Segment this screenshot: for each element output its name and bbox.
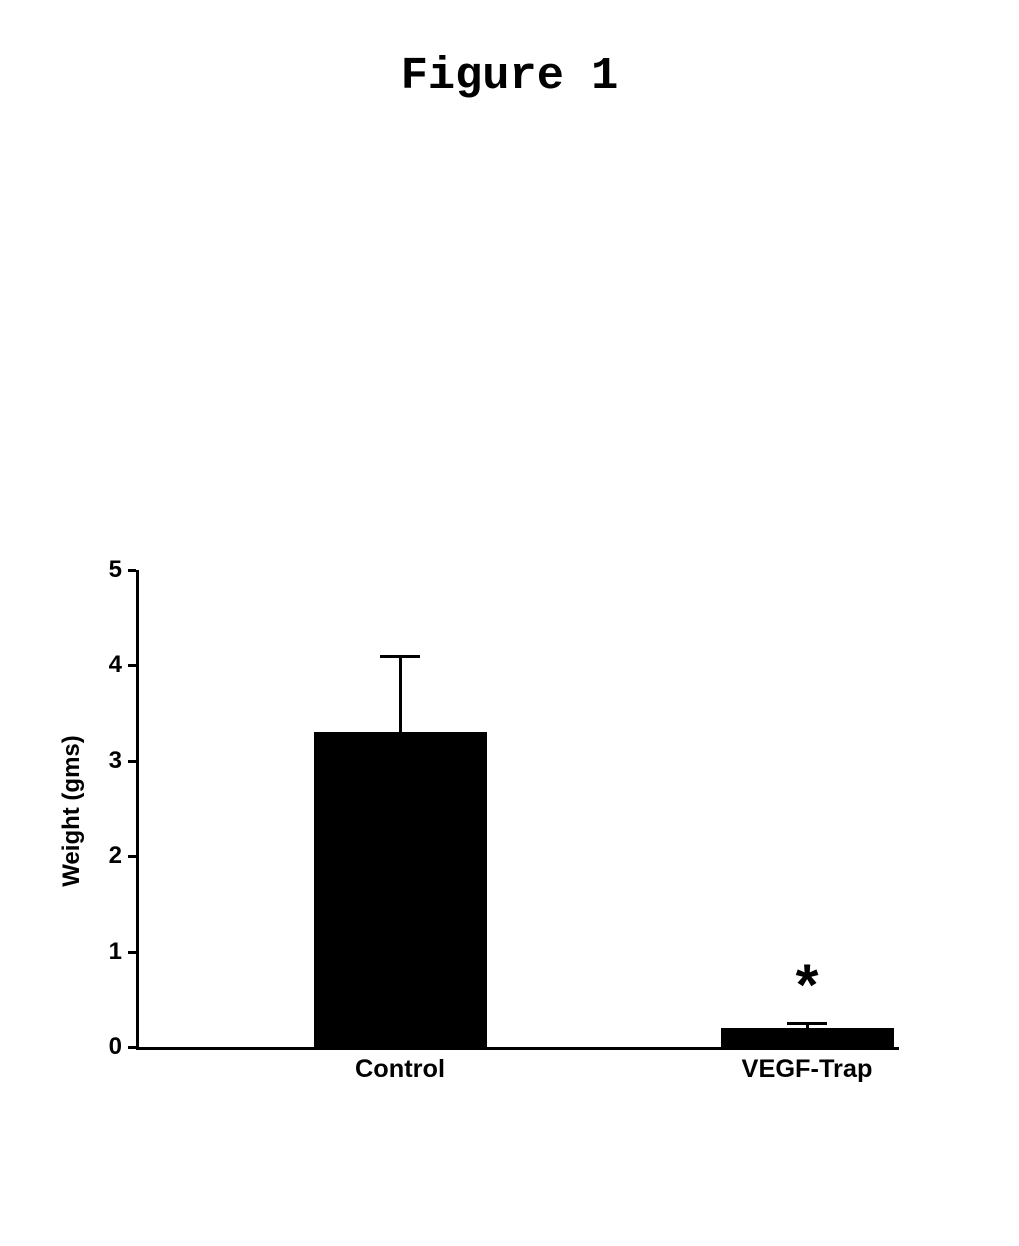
x-axis <box>136 1047 899 1050</box>
x-category-label: VEGF-Trap <box>677 1055 937 1084</box>
y-tick-label: 1 <box>98 938 122 966</box>
x-category-label: Control <box>270 1055 530 1084</box>
y-tick-label: 2 <box>98 842 122 870</box>
y-tick <box>128 951 136 954</box>
bar <box>314 732 487 1047</box>
weight-bar-chart: 012345Weight (gms)ControlVEGF-Trap* <box>136 570 899 1047</box>
error-bar-cap <box>380 655 420 658</box>
y-axis <box>136 570 139 1050</box>
y-tick-label: 3 <box>98 747 122 775</box>
y-tick-label: 0 <box>98 1033 122 1061</box>
error-bar <box>399 656 402 732</box>
y-tick-label: 4 <box>98 651 122 679</box>
y-tick-label: 5 <box>98 556 122 584</box>
y-tick <box>128 855 136 858</box>
significance-marker: * <box>767 952 847 1019</box>
y-axis-title: Weight (gms) <box>58 661 86 961</box>
error-bar-cap <box>787 1022 827 1025</box>
y-tick <box>128 1046 136 1049</box>
y-tick <box>128 760 136 763</box>
y-tick <box>128 569 136 572</box>
y-tick <box>128 664 136 667</box>
bar <box>721 1028 894 1047</box>
figure-title: Figure 1 <box>0 50 1019 102</box>
